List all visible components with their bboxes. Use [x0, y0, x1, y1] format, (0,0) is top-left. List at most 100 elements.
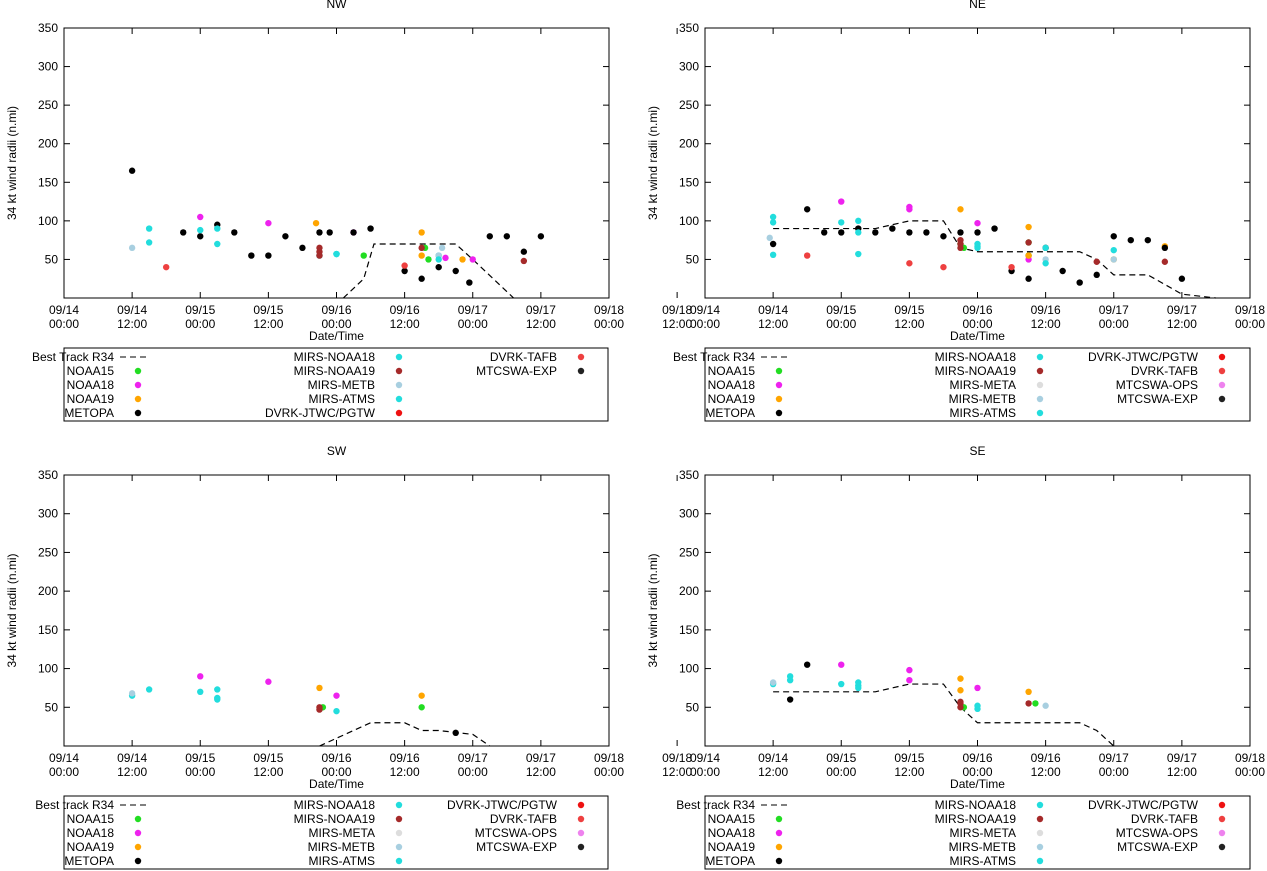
x-tick-label-date: 09/15 [253, 751, 283, 765]
legend-sample-dot [134, 367, 142, 375]
x-tick-label-date: 09/16 [321, 751, 351, 765]
legend-label: MIRS-NOAA18 [294, 798, 376, 812]
legend-sample-dot [395, 815, 403, 823]
x-tick-label-date: 09/15 [826, 303, 856, 317]
x-tick-label-time: 12:00 [1031, 317, 1061, 331]
y-axis-label: 34 kt wind radii (n.mi) [5, 553, 19, 667]
legend-box [704, 795, 1251, 870]
legend-sample-dot [1036, 381, 1044, 389]
point-noaa19 [316, 684, 323, 692]
point-mirs-noaa19 [957, 244, 964, 252]
point-noaa18 [333, 692, 340, 699]
x-tick-label-date: 09/15 [826, 751, 856, 765]
point-noaa18 [197, 213, 204, 221]
point-metopa [282, 233, 289, 240]
point-noaa15 [1032, 700, 1039, 707]
legend-sample-dot [775, 857, 783, 865]
legend-sample-dot [775, 381, 783, 389]
point-noaa18 [265, 678, 272, 685]
legend-label: NOAA15 [708, 364, 756, 378]
point-metopa [180, 229, 187, 236]
x-tick-label-date: 09/17 [526, 303, 556, 317]
point-metopa [803, 661, 811, 668]
x-tick-label-date: 09/17 [458, 303, 488, 317]
point-mirs-noaa18 [838, 219, 845, 226]
legend-sample-dot [395, 829, 403, 837]
point-mirs-noaa18 [197, 688, 204, 695]
y-tick-label: 250 [679, 545, 699, 559]
legend-box [63, 795, 609, 870]
x-tick-label-date: 09/17 [458, 751, 488, 765]
best-track-line [773, 683, 1115, 747]
point-mirs-noaa18 [145, 239, 153, 246]
point-mirs-noaa18 [1042, 244, 1049, 252]
x-tick-label-date: 09/17 [1167, 303, 1197, 317]
x-tick-label-time: 12:00 [758, 317, 788, 331]
x-tick-label-date: 09/16 [962, 303, 992, 317]
point-noaa18 [906, 666, 913, 674]
chart-title: NW [327, 0, 348, 11]
point-metopa [466, 279, 473, 286]
x-tick-label-time: 12:00 [390, 765, 420, 779]
legend-label: MIRS-ATMS [309, 854, 375, 868]
legend-sample-dot [395, 409, 403, 417]
legend-label: NOAA19 [67, 840, 115, 854]
point-noaa19 [1025, 688, 1032, 695]
x-tick-label-time: 00:00 [594, 765, 624, 779]
legend-label: DVRK-TAFB [1131, 812, 1198, 826]
point-mirs-noaa18 [786, 676, 794, 684]
point-metopa [265, 252, 272, 259]
point-metopa [248, 252, 255, 259]
legend-label: MIRS-ATMS [309, 392, 375, 406]
legend-sample-dot [1218, 353, 1226, 361]
point-mirs-noaa18 [769, 251, 777, 258]
point-mirs-noaa18 [214, 686, 221, 693]
legend-sample-dot [1218, 843, 1226, 851]
point-noaa19 [1025, 252, 1032, 259]
legend-sample-dot [577, 829, 585, 837]
plot-frame [704, 27, 1251, 299]
point-metopa [769, 240, 777, 248]
point-dvrk-tafb [906, 260, 913, 267]
legend-sample-dot [1036, 843, 1044, 851]
point-mirs-metb [769, 679, 777, 686]
point-metopa [1178, 275, 1186, 282]
x-tick-label-time: 00:00 [1099, 317, 1129, 331]
legend-label: Best track R34 [676, 798, 755, 812]
x-tick-label-date: 09/14 [690, 303, 720, 317]
legend-label: MIRS-NOAA18 [935, 350, 1017, 364]
point-metopa [231, 229, 238, 236]
x-tick-label-date: 09/14 [690, 751, 720, 765]
point-metopa [452, 267, 459, 275]
legend-sample-dot [1036, 409, 1044, 417]
point-noaa18 [197, 673, 204, 680]
x-tick-label-date: 09/15 [894, 303, 924, 317]
legend-label: MTCSWA-OPS [1116, 378, 1198, 392]
x-tick-label-time: 00:00 [962, 765, 992, 779]
point-noaa19 [312, 219, 320, 227]
chart-sw: SW5010015020025030035009/1400:0009/1412:… [5, 444, 692, 870]
point-mirs-noaa18 [1110, 246, 1117, 254]
y-tick-label: 300 [38, 507, 58, 521]
legend-sample-dot [1036, 857, 1044, 865]
legend-sample-dot [134, 815, 142, 823]
x-tick-label-date: 09/14 [49, 751, 79, 765]
legend-sample-dot [775, 395, 783, 403]
point-mirs-atms [1042, 260, 1049, 267]
point-metopa [452, 729, 459, 737]
point-mirs-atms [333, 250, 340, 258]
legend-sample-dot [1218, 815, 1226, 823]
y-tick-label: 350 [679, 468, 699, 482]
y-tick-label: 300 [679, 507, 699, 521]
point-metopa [872, 229, 879, 236]
legend-label: NOAA18 [708, 378, 756, 392]
y-tick-label: 100 [38, 214, 58, 228]
x-tick-label-date: 09/17 [1099, 303, 1129, 317]
x-tick-label-time: 00:00 [826, 765, 856, 779]
point-noaa18 [469, 256, 476, 263]
point-metopa [957, 229, 964, 236]
legend-label: MIRS-ATMS [950, 854, 1016, 868]
plot-frame [63, 474, 610, 747]
legend-label: NOAA15 [67, 364, 115, 378]
legend-sample-dot [134, 843, 142, 851]
